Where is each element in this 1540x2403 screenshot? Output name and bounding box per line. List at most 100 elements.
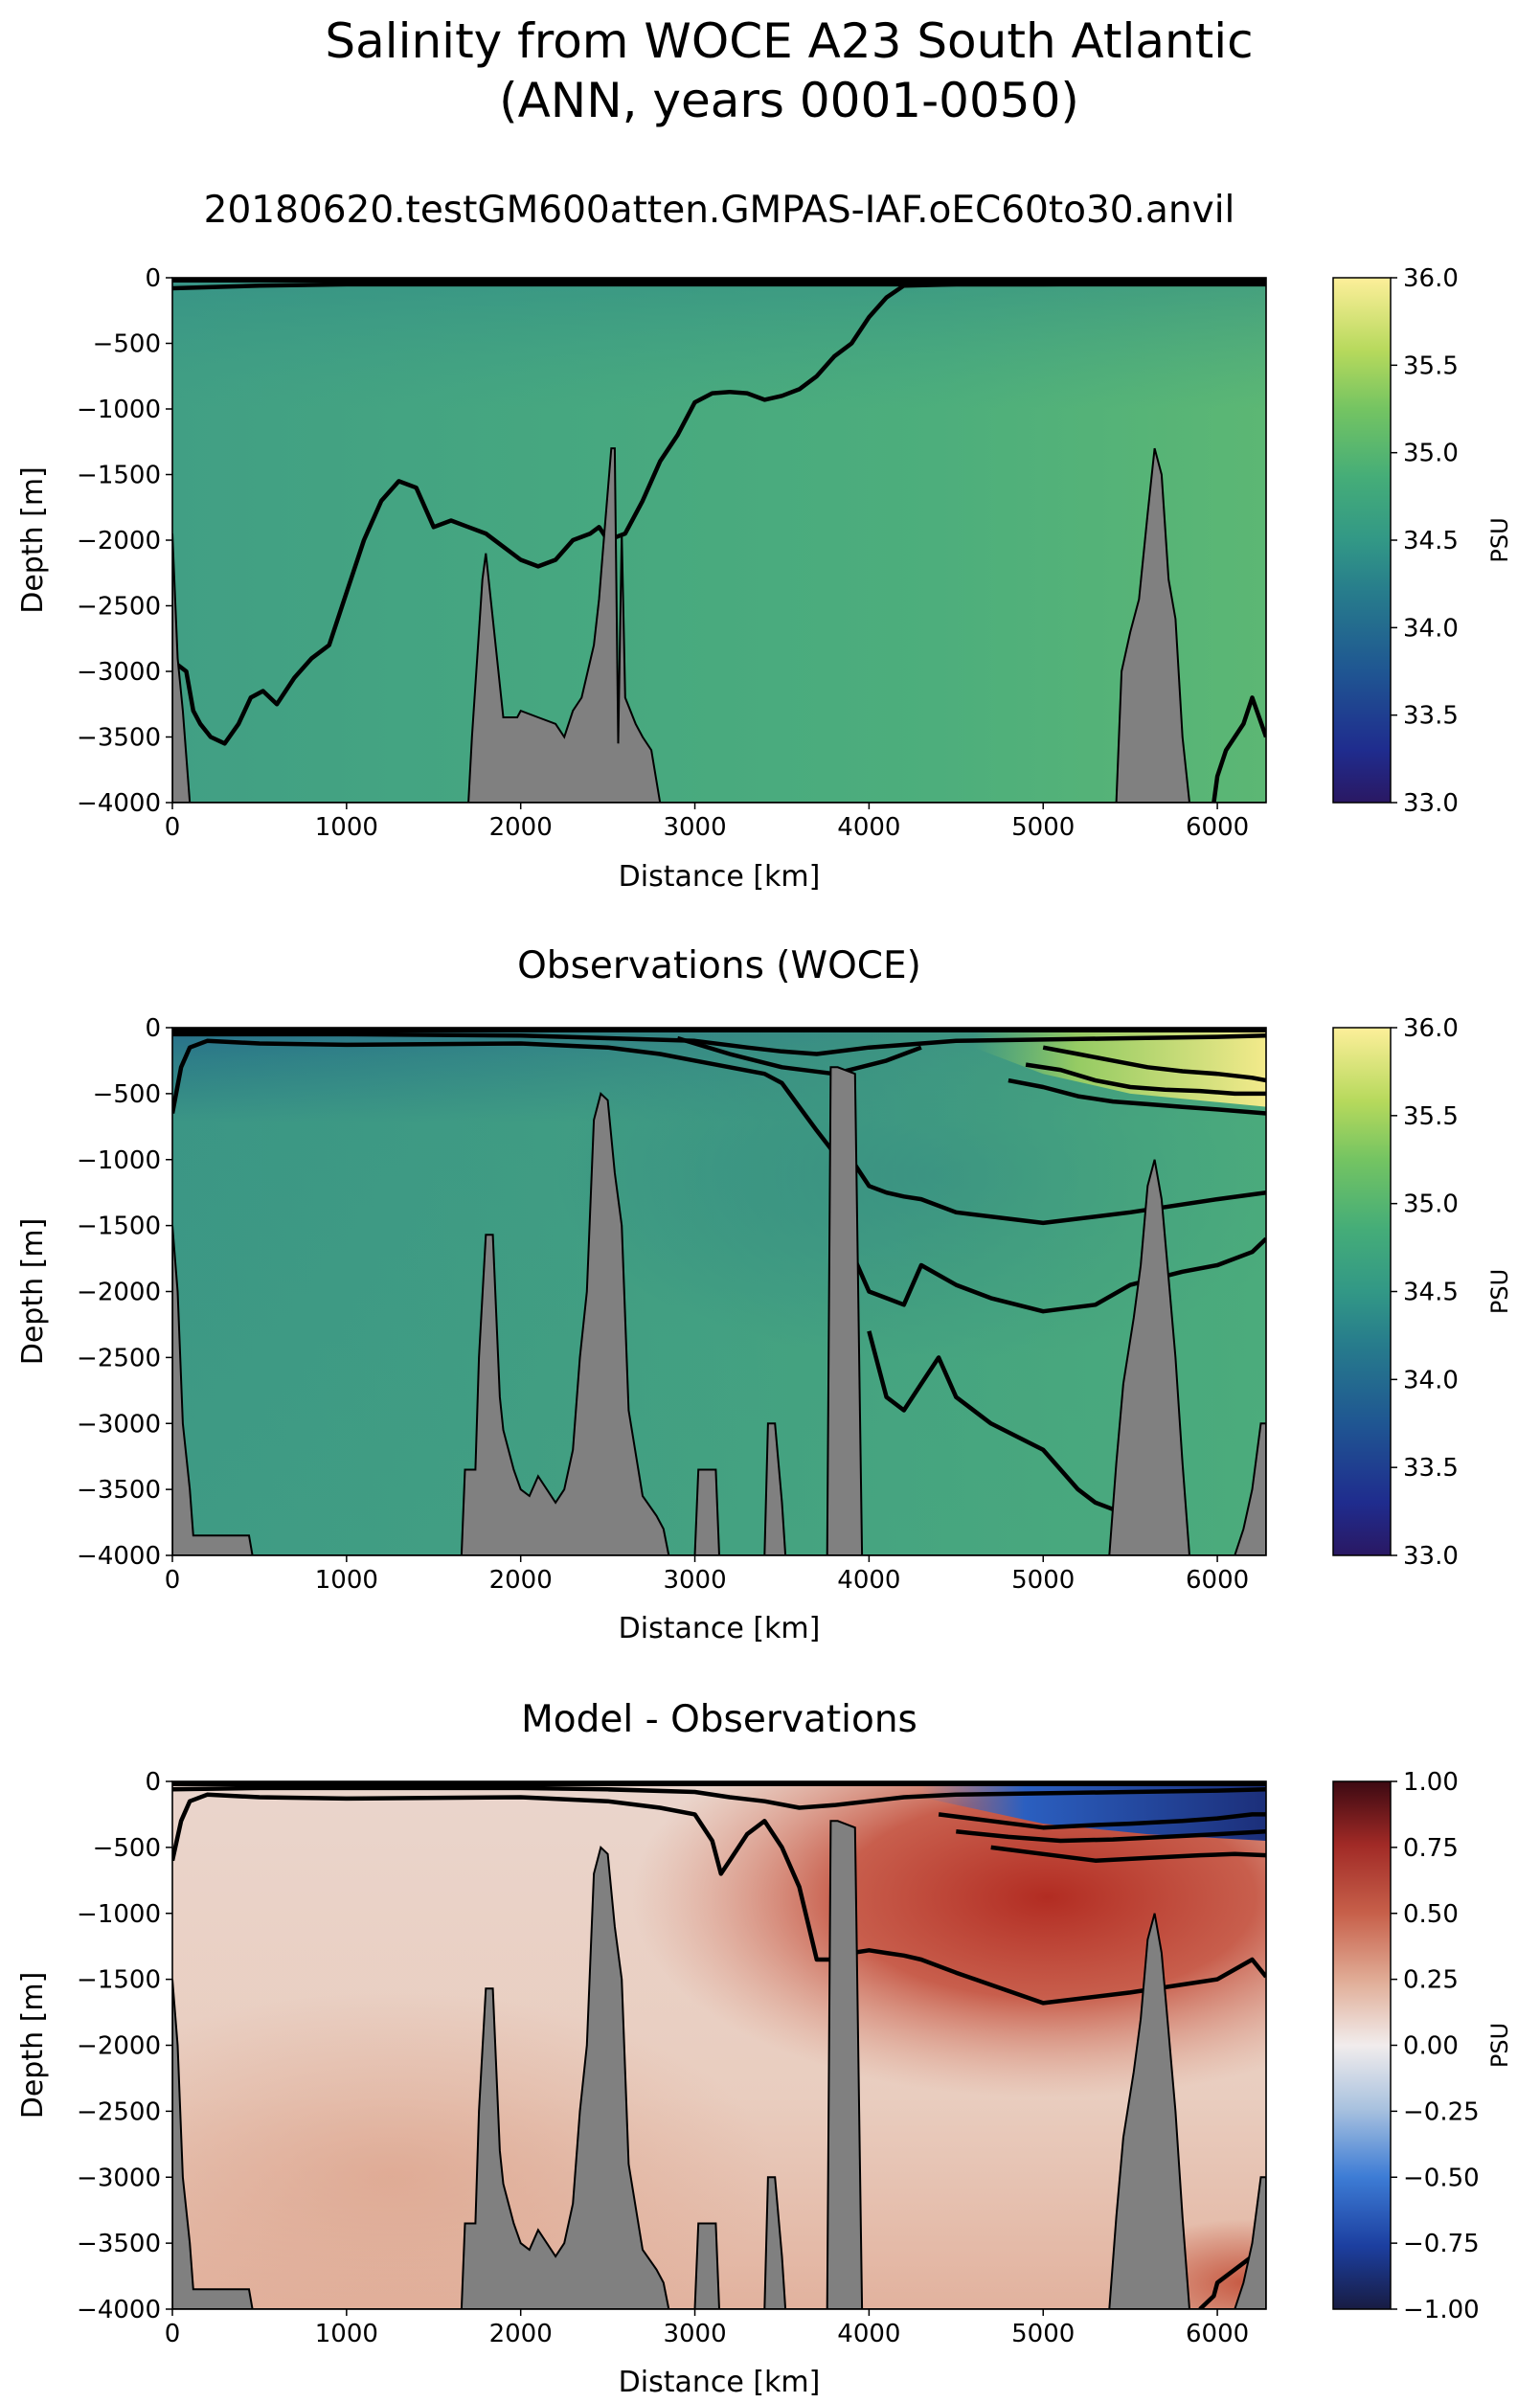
y-tick-label: −500 xyxy=(93,1080,161,1109)
y-tick-label: −4000 xyxy=(77,789,161,818)
contour-line xyxy=(990,1845,1266,1863)
colorbar-tick-label: 33.5 xyxy=(1403,702,1459,731)
y-tick-label: −3000 xyxy=(77,2164,161,2192)
figure-title-line1: Salinity from WOCE A23 South Atlantic xyxy=(325,13,1253,69)
y-tick-label: −2000 xyxy=(77,1279,161,1307)
y-tick-label: −500 xyxy=(93,1834,161,1863)
colorbar-tick-label: 33.5 xyxy=(1403,1454,1459,1483)
colorbar-tick-label: 35.5 xyxy=(1403,351,1459,380)
y-tick-label: −1000 xyxy=(77,396,161,424)
x-tick-label: 1000 xyxy=(315,2320,378,2348)
x-tick-label: 2000 xyxy=(489,2320,553,2348)
bathymetry xyxy=(172,1820,1266,2309)
colorbar-tick-label: −0.50 xyxy=(1403,2164,1480,2192)
contour-line xyxy=(172,1792,1266,2006)
x-tick-label: 5000 xyxy=(1011,2320,1075,2348)
contour-line xyxy=(956,1829,1266,1844)
x-tick-label: 0 xyxy=(165,813,181,842)
x-axis-label: Distance [km] xyxy=(619,860,821,894)
colorbar-tick-label: −0.25 xyxy=(1403,2097,1480,2126)
colorbar-label: PSU xyxy=(1486,1269,1513,1314)
panel-title: Observations (WOCE) xyxy=(517,944,921,987)
plot-area xyxy=(172,1028,1266,1555)
contour-line xyxy=(1212,695,1266,803)
panel-title: Model - Observations xyxy=(521,1698,917,1741)
colorbar xyxy=(1332,277,1392,804)
x-tick-label: 3000 xyxy=(663,2320,726,2348)
y-tick-label: −3000 xyxy=(77,658,161,687)
x-tick-label: 1000 xyxy=(315,813,378,842)
colorbar-tick-label: 36.0 xyxy=(1403,264,1459,293)
x-axis-label: Distance [km] xyxy=(619,1612,821,1645)
colorbar-label: PSU xyxy=(1486,2023,1513,2068)
colorbar-label: PSU xyxy=(1486,517,1513,562)
y-tick-label: −1000 xyxy=(77,1146,161,1175)
y-tick-label: −1500 xyxy=(77,1213,161,1241)
colorbar-tick-label: 0.00 xyxy=(1403,2032,1459,2061)
panel-3: Model - Observations 0 1000 2000 3000 4000 500… xyxy=(16,1698,1513,2399)
y-tick-label: 0 xyxy=(145,1768,161,1797)
colorbar-tick-label: 0.25 xyxy=(1403,1966,1459,1995)
surface-contour-band xyxy=(172,1781,1266,1786)
colorbar xyxy=(1332,1780,1392,2310)
y-tick-label: −2500 xyxy=(77,2097,161,2126)
contour-line xyxy=(172,282,1266,746)
colorbar-tick-label: 34.5 xyxy=(1403,1279,1459,1307)
y-tick-label: −500 xyxy=(93,330,161,359)
y-tick-label: −3000 xyxy=(77,1410,161,1439)
y-tick-label: −1500 xyxy=(77,462,161,490)
contour-line xyxy=(1025,1062,1266,1097)
colorbar-tick-label: 0.75 xyxy=(1403,1834,1459,1863)
y-tick-label: −2500 xyxy=(77,1344,161,1372)
x-tick-label: 3000 xyxy=(663,1566,726,1595)
y-tick-label: −1000 xyxy=(77,1900,161,1929)
y-axis-label: Depth [m] xyxy=(16,1218,50,1366)
y-tick-label: 0 xyxy=(145,264,161,293)
y-axis-label: Depth [m] xyxy=(16,1972,50,2120)
y-tick-label: 0 xyxy=(145,1014,161,1043)
plot-area xyxy=(172,1781,1266,2309)
surface-contour-band xyxy=(172,278,1266,283)
colorbar-tick-label: 33.0 xyxy=(1403,1542,1459,1571)
colorbar-tick-label: 34.0 xyxy=(1403,1366,1459,1394)
x-axis-label: Distance [km] xyxy=(619,2366,821,2399)
y-axis-label: Depth [m] xyxy=(16,466,50,614)
x-tick-label: 5000 xyxy=(1011,1566,1075,1595)
y-tick-label: −4000 xyxy=(77,1542,161,1571)
x-tick-label: 0 xyxy=(165,1566,181,1595)
contour-line xyxy=(676,1035,922,1077)
colorbar xyxy=(1332,1027,1392,1556)
y-tick-label: −2000 xyxy=(77,2032,161,2061)
contour-line xyxy=(849,1236,1266,1314)
x-tick-label: 3000 xyxy=(663,813,726,842)
x-tick-label: 6000 xyxy=(1186,1566,1249,1595)
contour-line xyxy=(867,1330,1131,1518)
surface-contour-band xyxy=(172,1028,1266,1032)
contour-line xyxy=(1008,1077,1266,1116)
colorbar-tick-label: −0.75 xyxy=(1403,2230,1480,2258)
figure-title-line2: (ANN, years 0001-0050) xyxy=(499,73,1079,128)
contour-line xyxy=(172,1038,1266,1226)
x-tick-label: 4000 xyxy=(837,813,900,842)
x-tick-label: 5000 xyxy=(1011,813,1075,842)
y-tick-label: −1500 xyxy=(77,1966,161,1995)
x-tick-label: 6000 xyxy=(1186,813,1249,842)
colorbar-tick-label: 0.50 xyxy=(1403,1900,1459,1929)
bathymetry xyxy=(172,447,1266,803)
colorbar-tick-label: −1.00 xyxy=(1403,2296,1480,2324)
plot-area xyxy=(172,278,1266,803)
panel-1: 20180620.testGM600atten.GMPAS-IAF.oEC60t… xyxy=(16,189,1513,894)
panel-title: 20180620.testGM600atten.GMPAS-IAF.oEC60t… xyxy=(204,189,1235,232)
salinity-field-layer xyxy=(172,278,1266,803)
x-tick-label: 1000 xyxy=(315,1566,378,1595)
colorbar-tick-label: 36.0 xyxy=(1403,1014,1459,1043)
x-tick-label: 6000 xyxy=(1186,2320,1249,2348)
contour-line xyxy=(172,1031,1266,1056)
colorbar-tick-label: 35.0 xyxy=(1403,1190,1459,1219)
salinity-field-layer xyxy=(172,1028,1266,1555)
x-tick-label: 4000 xyxy=(837,1566,900,1595)
bathymetry xyxy=(172,1066,1266,1555)
colorbar-tick-label: 35.5 xyxy=(1403,1102,1459,1131)
y-tick-label: −3500 xyxy=(77,2230,161,2258)
